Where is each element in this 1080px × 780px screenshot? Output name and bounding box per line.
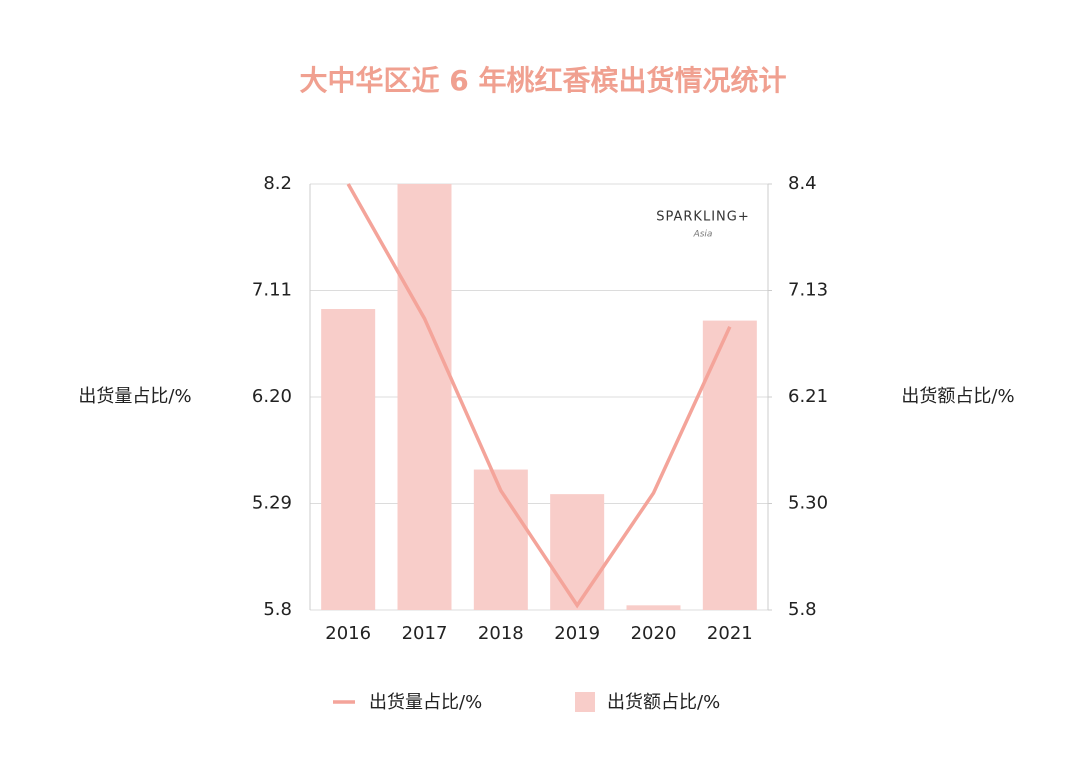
logo-sub: Asia — [693, 230, 713, 240]
y2-axis-title: 出货额占比/% — [901, 386, 1014, 407]
legend-swatch — [575, 692, 595, 712]
x-tick-label: 2017 — [402, 623, 448, 644]
y-tick-label: 5.8 — [263, 599, 292, 620]
bar — [550, 494, 605, 610]
logo: SPARKLING+ — [656, 210, 749, 225]
y-tick-label: 8.2 — [263, 173, 292, 194]
y2-tick-label: 6.21 — [788, 386, 828, 407]
y2-tick-label: 5.30 — [788, 493, 828, 514]
chart-title: 大中华区近 6 年桃红香槟出货情况统计 — [300, 64, 787, 97]
y2-tick-label: 8.4 — [788, 173, 817, 194]
bar — [397, 184, 452, 610]
x-tick-label: 2016 — [325, 623, 371, 644]
y2-tick-label: 7.13 — [788, 280, 828, 301]
y-tick-label: 7.11 — [252, 280, 292, 301]
y-tick-label: 5.29 — [252, 493, 292, 514]
x-tick-label: 2020 — [631, 623, 677, 644]
x-tick-label: 2018 — [478, 623, 524, 644]
x-tick-label: 2019 — [554, 623, 600, 644]
line — [346, 183, 732, 609]
x-tick-label: 2021 — [707, 623, 753, 644]
y-axis-title: 出货量占比/% — [78, 386, 191, 407]
y-tick-label: 6.20 — [252, 386, 292, 407]
y2-tick-label: 5.8 — [788, 599, 817, 620]
legend-label: 出货额占比/% — [607, 692, 720, 713]
bar — [321, 309, 376, 610]
bar — [626, 605, 681, 610]
legend-label: 出货量占比/% — [369, 692, 482, 713]
